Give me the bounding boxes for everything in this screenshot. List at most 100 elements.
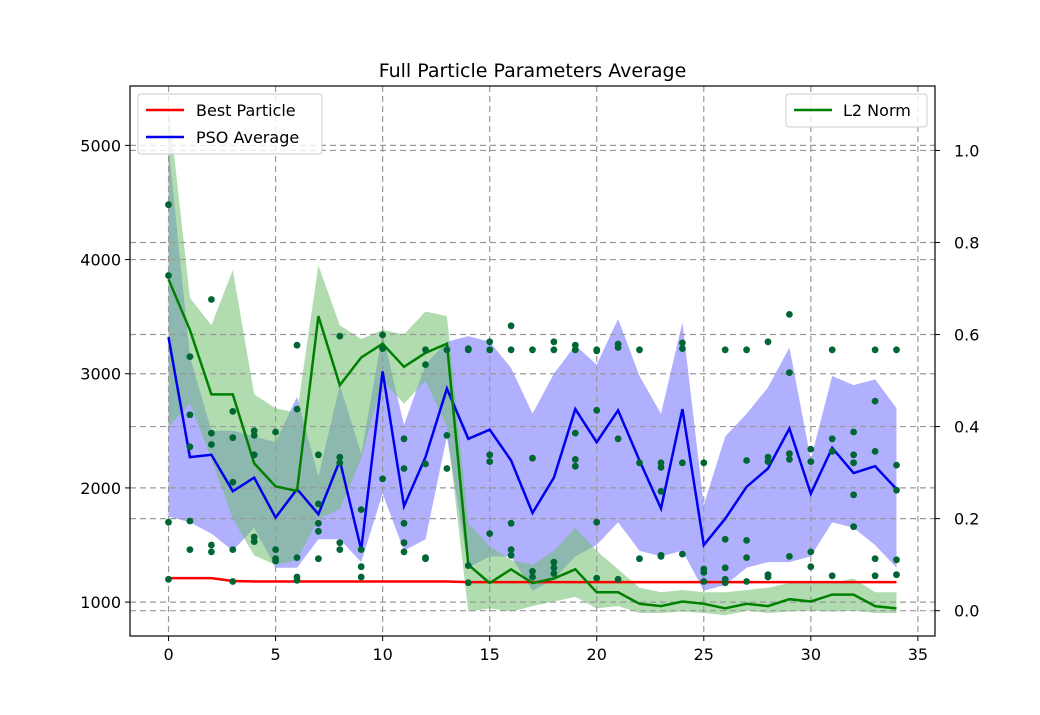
scatter-point: [571, 462, 579, 470]
points-layer: [165, 201, 900, 587]
scatter-point: [893, 346, 900, 354]
scatter-point: [893, 571, 900, 579]
scatter-point: [850, 428, 857, 436]
scatter-point: [443, 346, 451, 354]
scatter-point: [229, 578, 237, 585]
scatter-point: [614, 575, 622, 583]
scatter-point: [529, 454, 536, 462]
scatter-point: [400, 465, 408, 472]
scatter-point: [636, 555, 643, 563]
scatter-point: [464, 579, 472, 587]
scatter-point: [871, 555, 879, 563]
chart-title: Full Particle Parameters Average: [379, 60, 687, 82]
scatter-point: [764, 458, 772, 465]
y-left-tick-label: 4000: [80, 251, 121, 270]
y-left-tick-label: 3000: [80, 365, 121, 384]
scatter-point: [507, 322, 515, 330]
scatter-point: [721, 535, 729, 543]
scatter-point: [743, 537, 750, 544]
scatter-point: [786, 311, 793, 318]
scatter-point: [614, 344, 622, 351]
scatter-point: [743, 346, 750, 354]
scatter-point: [165, 518, 172, 526]
scatter-point: [571, 456, 579, 463]
scatter-point: [614, 435, 622, 443]
scatter-point: [764, 573, 772, 581]
scatter-point: [229, 546, 237, 553]
scatter-point: [507, 346, 515, 354]
scatter-point: [807, 458, 815, 465]
scatter-point: [357, 546, 365, 553]
scatter-point: [786, 369, 793, 376]
scatter-point: [529, 346, 536, 354]
scatter-point: [443, 432, 451, 439]
scatter-point: [850, 459, 857, 467]
scatter-point: [400, 539, 408, 547]
scatter-point: [336, 546, 344, 553]
scatter-point: [828, 572, 836, 580]
scatter-point: [272, 555, 279, 563]
scatter-point: [507, 551, 515, 559]
scatter-point: [679, 339, 686, 347]
x-tick-label: 0: [163, 645, 173, 664]
scatter-point: [422, 555, 429, 563]
scatter-point: [893, 556, 900, 564]
scatter-point: [764, 338, 772, 346]
scatter-point: [315, 555, 322, 563]
scatter-point: [229, 434, 237, 442]
scatter-point: [400, 435, 408, 443]
scatter-point: [871, 448, 879, 455]
scatter-point: [293, 405, 301, 413]
scatter-point: [379, 345, 386, 352]
scatter-point: [828, 448, 836, 455]
scatter-point: [165, 575, 172, 583]
scatter-point: [186, 353, 194, 360]
scatter-point: [464, 346, 472, 354]
scatter-point: [743, 578, 750, 585]
scatter-point: [550, 570, 558, 577]
legend-best-label: Best Particle: [196, 101, 296, 120]
scatter-point: [208, 541, 215, 549]
scatter-point: [828, 346, 836, 354]
scatter-point: [507, 519, 515, 527]
scatter-point: [529, 573, 536, 581]
scatter-point: [208, 548, 215, 556]
y-right-tick-label: 0.4: [954, 418, 979, 437]
scatter-point: [186, 443, 194, 451]
scatter-point: [165, 201, 172, 209]
scatter-point: [464, 562, 472, 569]
scatter-point: [679, 550, 686, 558]
scatter-point: [593, 406, 601, 414]
scatter-point: [250, 538, 258, 545]
scatter-point: [357, 563, 365, 571]
scatter-point: [443, 465, 451, 472]
scatter-point: [336, 453, 344, 461]
scatter-point: [315, 500, 322, 508]
scatter-point: [486, 458, 494, 465]
x-tick-label: 30: [801, 645, 821, 664]
x-tick-label: 5: [270, 645, 280, 664]
scatter-point: [893, 461, 900, 469]
scatter-point: [679, 345, 686, 352]
scatter-point: [893, 486, 900, 494]
scatter-point: [422, 346, 429, 354]
scatter-point: [336, 332, 344, 340]
ticks-layer: 0 5 10 15 20 25 30 35 1000 2000 3000 4000 5000 0.0 0.2…: [80, 136, 979, 664]
scatter-point: [700, 578, 708, 585]
x-tick-label: 25: [694, 645, 714, 664]
scatter-point: [229, 408, 237, 415]
scatter-point: [400, 519, 408, 527]
scatter-point: [636, 459, 643, 467]
scatter-point: [293, 341, 301, 349]
scatter-point: [550, 346, 558, 354]
scatter-point: [379, 331, 386, 339]
scatter-point: [871, 572, 879, 580]
scatter-point: [700, 459, 708, 467]
scatter-point: [272, 546, 279, 553]
legend-right: L2 Norm: [785, 93, 928, 128]
scatter-point: [657, 464, 665, 471]
scatter-point: [486, 346, 494, 354]
scatter-point: [828, 435, 836, 443]
scatter-point: [571, 429, 579, 437]
scatter-point: [657, 487, 665, 495]
